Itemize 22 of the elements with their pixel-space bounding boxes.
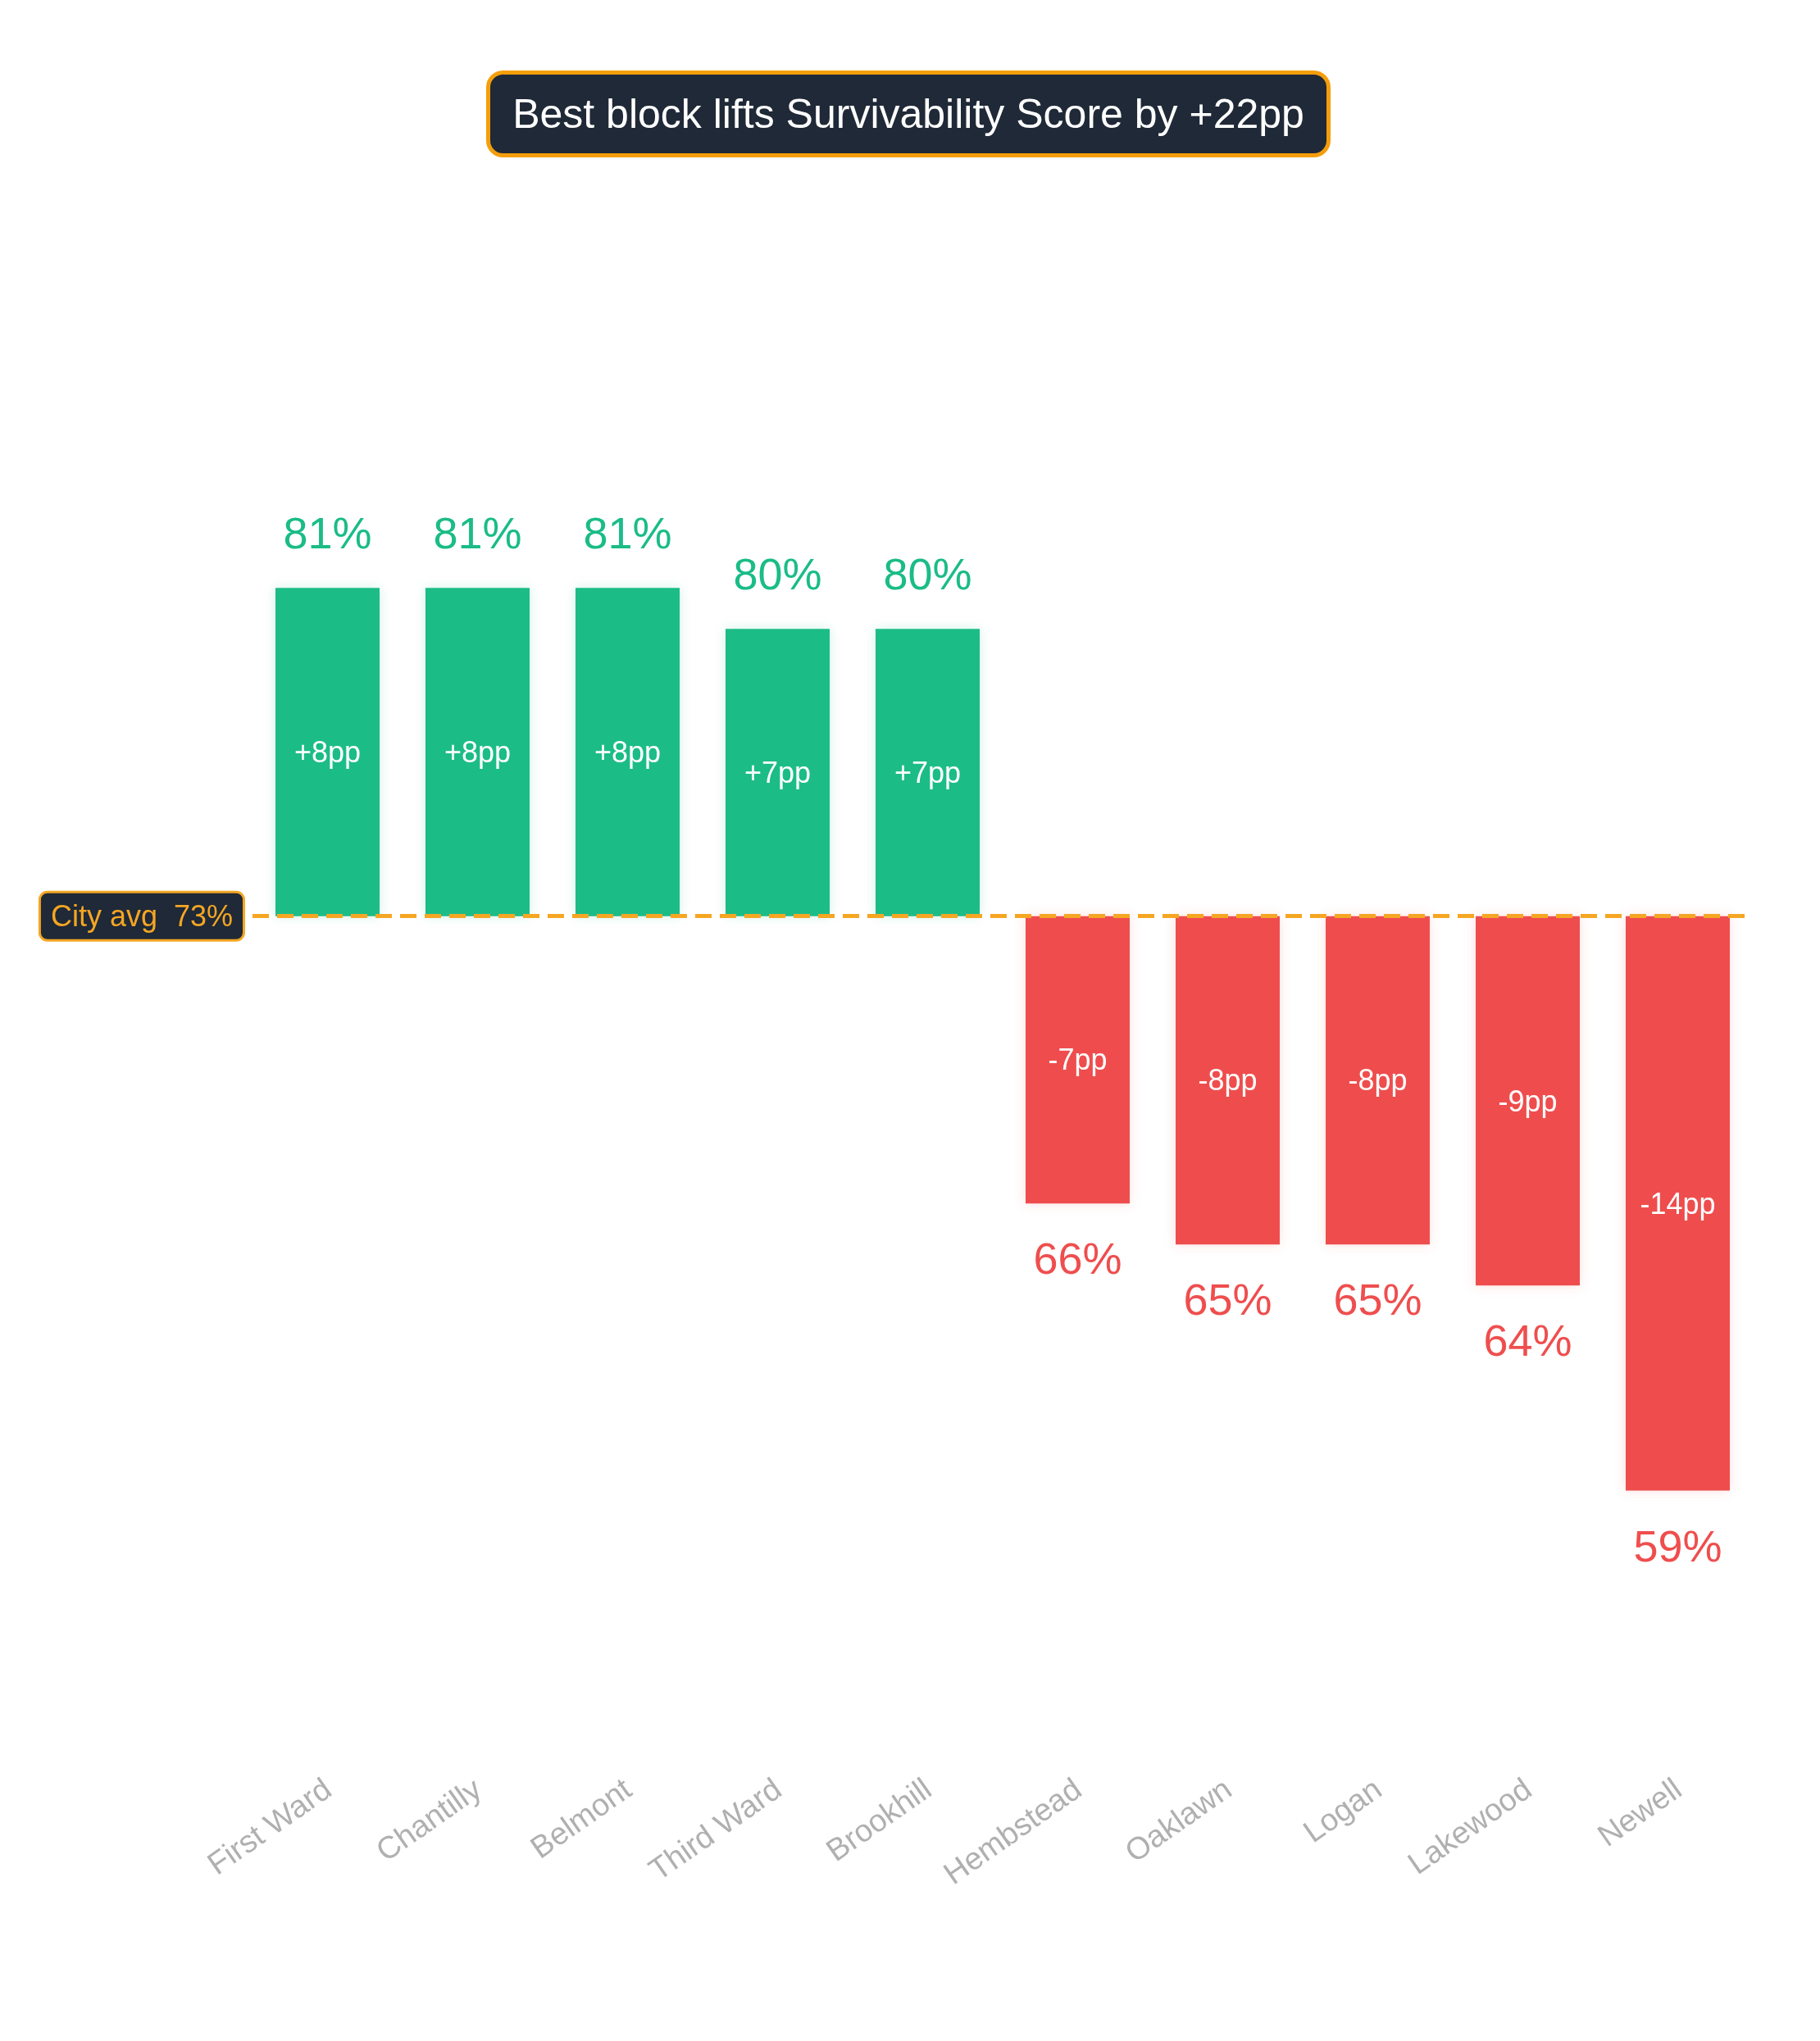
ref-line-label: City avg 73% xyxy=(50,899,233,934)
chart-title: Best block lifts Survivability Score by +22pp xyxy=(512,91,1304,137)
data-label: -8pp xyxy=(1198,1063,1258,1098)
annotation: 80% xyxy=(733,549,822,599)
text: 81% xyxy=(583,508,672,558)
data-label: +7pp xyxy=(894,756,962,790)
data-label: -9pp xyxy=(1498,1084,1558,1118)
text: 81% xyxy=(433,508,522,558)
data-label: -14pp xyxy=(1640,1186,1716,1221)
data-label: +8pp xyxy=(594,735,662,769)
data-label: -8pp xyxy=(1348,1063,1408,1098)
annotation: 80% xyxy=(883,549,972,599)
annotation: 65% xyxy=(1183,1275,1272,1325)
annotation: 64% xyxy=(1483,1316,1572,1366)
text: 59% xyxy=(1633,1521,1722,1571)
data-label: +7pp xyxy=(744,756,812,790)
text: 81% xyxy=(283,508,372,558)
annotation: 66% xyxy=(1033,1234,1122,1284)
data-label: +8pp xyxy=(444,735,512,769)
annotation: 65% xyxy=(1333,1275,1422,1325)
data-label: +8pp xyxy=(293,735,362,769)
data-label: -7pp xyxy=(1048,1043,1108,1077)
